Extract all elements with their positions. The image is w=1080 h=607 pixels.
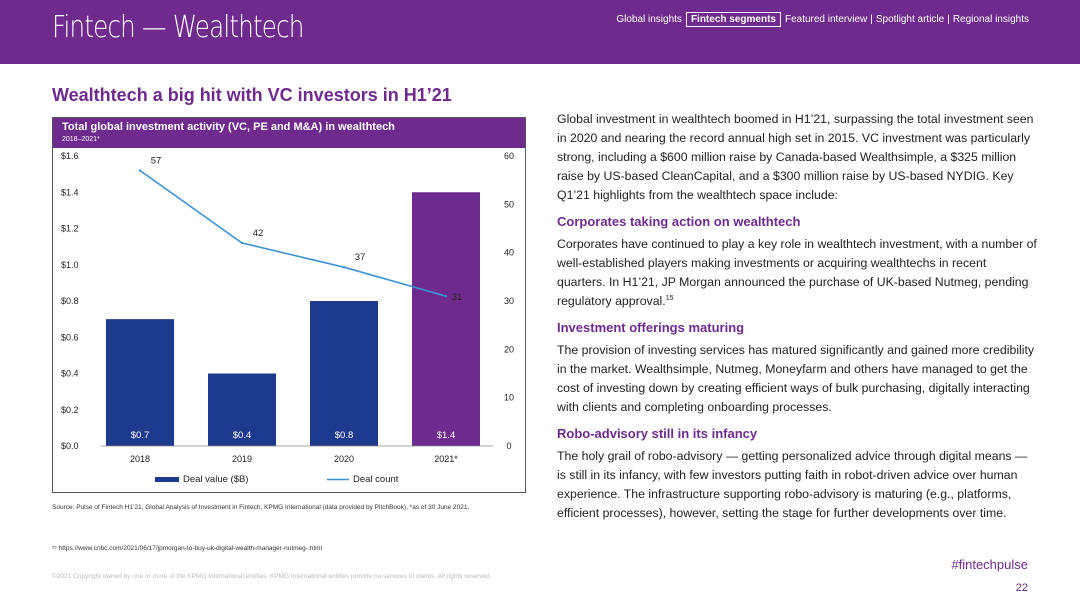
bar-deal-value (208, 373, 276, 446)
right-axis-tick-label: 20 (504, 344, 514, 354)
paragraph-robo-advisory: The holy grail of robo-advisory — gettin… (557, 449, 1028, 520)
series-line-deal-count (139, 169, 447, 297)
chart-subtitle: 2018–2021* (62, 136, 100, 143)
footnote-link[interactable]: ¹⁵ https://www.cnbc.com/2021/06/17/jpmor… (52, 545, 323, 552)
legend-label-deal-value: Deal value ($B) (183, 474, 248, 485)
subheading-investment-offerings: Investment offerings maturing (557, 320, 745, 335)
page-number: 22 (1015, 582, 1028, 594)
copyright-notice: ©2021 Copyright owned by one or more of … (52, 573, 492, 580)
x-axis-tick-label: 2020 (334, 454, 354, 464)
nav-separator: | (870, 14, 873, 25)
left-axis-tick-label: $0.4 (61, 369, 79, 379)
right-axis-tick-label: 30 (504, 296, 514, 306)
left-axis-tick-label: $0.0 (61, 441, 79, 451)
chart-source: Source: Pulse of Fintech H1’21, Global A… (52, 504, 470, 511)
line-data-label: 37 (355, 252, 366, 263)
footnote-marker: 15 (665, 294, 674, 302)
x-axis-tick-label: 2021* (434, 454, 458, 464)
line-point-deal-count (444, 294, 448, 298)
bar-data-label: $0.4 (233, 430, 252, 441)
left-axis-tick-label: $1.4 (61, 187, 79, 197)
bar-data-label: $1.4 (437, 430, 456, 441)
line-point-deal-count (138, 169, 142, 172)
line-point-deal-count (240, 241, 244, 245)
chart-header: Total global investment activity (VC, PE… (53, 118, 525, 148)
right-axis-tick-label: 50 (504, 199, 514, 209)
right-axis-tick-label: 10 (504, 393, 514, 403)
hashtag[interactable]: #fintechpulse (951, 557, 1028, 572)
line-point-deal-count (342, 265, 346, 269)
left-axis-tick-label: $0.8 (61, 296, 79, 306)
left-axis-tick-label: $1.0 (61, 260, 79, 270)
left-axis-tick-label: $0.6 (61, 332, 79, 342)
legend-swatch-deal-value (155, 477, 179, 482)
left-axis-tick-label: $1.2 (61, 224, 79, 234)
chart-title: Total global investment activity (VC, PE… (62, 121, 395, 133)
x-axis-tick-label: 2019 (232, 454, 252, 464)
bar-data-label: $0.7 (131, 430, 150, 441)
intro-paragraph: Global investment in wealthtech boomed i… (557, 112, 1034, 202)
left-axis-tick-label: $0.2 (61, 405, 79, 415)
line-data-label: 31 (452, 292, 463, 303)
header-banner: Fintech — Wealthtech Global insights Fin… (0, 0, 1080, 64)
x-axis-tick-label: 2018 (130, 454, 150, 464)
chart-plot: $0.0 $0.2 $0.4 $0.6 $0.8 $1.0 $1.2 $1.4 $1.6 0 10 2… (61, 151, 514, 485)
line-data-label: 57 (151, 156, 162, 167)
paragraph-corporates-text: Corporates have continued to play a key … (557, 237, 1037, 308)
body-text: Global investment in wealthtech boomed i… (557, 110, 1037, 523)
top-nav: Global insights Fintech segments Feature… (615, 12, 1030, 27)
line-data-label: 42 (253, 228, 264, 239)
right-axis-tick-label: 0 (506, 441, 511, 451)
left-axis-tick-label: $1.6 (61, 151, 79, 161)
nav-fintech-segments[interactable]: Fintech segments (685, 12, 781, 27)
bar-data-label: $0.8 (335, 430, 354, 441)
bar-deal-value (412, 192, 480, 446)
nav-spotlight-article[interactable]: Spotlight article (875, 14, 945, 25)
right-axis-tick-label: 40 (504, 248, 514, 258)
nav-separator: | (947, 14, 950, 25)
nav-regional-insights[interactable]: Regional insights (952, 14, 1029, 25)
page-title: Fintech — Wealthtech (52, 10, 304, 45)
paragraph-corporates: Corporates have continued to play a key … (557, 235, 1037, 311)
subheading-robo-advisory: Robo-advisory still in its infancy (557, 426, 758, 441)
legend-label-deal-count: Deal count (353, 474, 399, 485)
bar-deal-value (310, 301, 378, 446)
bar-deal-value (106, 319, 174, 446)
paragraph-investment-offerings: The provision of investing services has … (557, 343, 1035, 414)
investment-chart: Total global investment activity (VC, PE… (52, 117, 526, 493)
section-heading: Wealthtech a big hit with VC investors i… (52, 85, 452, 105)
nav-featured-interview[interactable]: Featured interview (784, 14, 868, 25)
right-axis-tick-label: 60 (504, 151, 514, 161)
nav-global-insights[interactable]: Global insights (616, 14, 682, 25)
subheading-corporates: Corporates taking action on wealthtech (557, 214, 801, 229)
